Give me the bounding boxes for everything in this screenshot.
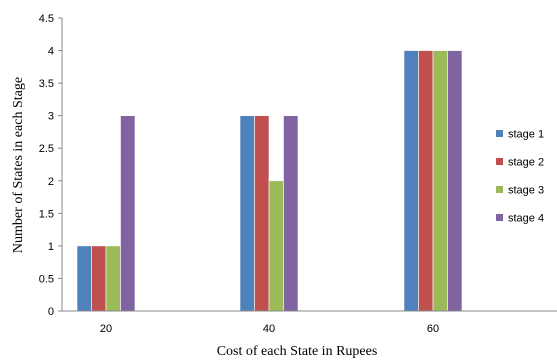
bar-stage-1-40: [239, 115, 255, 312]
legend-label: stage 2: [508, 157, 544, 169]
legend: stage 1 stage 2 stage 3 stage 4: [496, 129, 544, 225]
bar-stage-4-60: [447, 50, 463, 312]
bar-stage-4-20: [120, 115, 136, 312]
y-tick-label: 3.5: [39, 78, 54, 90]
y-tick-label: 4.5: [39, 13, 54, 25]
x-tick-label: 60: [427, 323, 439, 335]
bar-stage-2-20: [91, 245, 107, 312]
y-tick-label: 2: [48, 176, 54, 188]
y-tick-label: 4: [48, 46, 54, 58]
bar-stage-1-20: [76, 245, 92, 312]
bar-stage-1-60: [403, 50, 419, 312]
legend-swatch: [496, 130, 503, 137]
legend-swatch: [496, 186, 503, 193]
y-tick-label: 1.5: [39, 208, 54, 220]
y-tick-label: 3: [48, 111, 54, 123]
bars-layer: [76, 50, 463, 312]
axes-layer: [61, 18, 557, 312]
y-axis-title: Number of States in each Stage: [11, 77, 26, 253]
legend-label: stage 1: [508, 129, 544, 141]
bar-stage-3-40: [268, 180, 284, 312]
y-tick-label: 0: [48, 306, 54, 318]
bar-stage-3-60: [432, 50, 448, 312]
bar-stage-4-40: [283, 115, 299, 312]
x-ticks: 20 40 60: [100, 323, 439, 335]
y-tick-label: 1: [48, 241, 54, 253]
x-axis-title: Cost of each State in Rupees: [217, 344, 378, 359]
x-tick-label: 20: [100, 323, 112, 335]
legend-swatch: [496, 158, 503, 165]
bar-stage-2-60: [418, 50, 434, 312]
y-tick-label: 0.5: [39, 273, 54, 285]
legend-swatch: [496, 214, 503, 221]
bar-stage-2-40: [254, 115, 270, 312]
legend-label: stage 3: [508, 185, 544, 197]
bar-stage-3-20: [105, 245, 121, 312]
x-tick-label: 40: [263, 323, 275, 335]
y-ticks: 0 0.5 1 1.5 2 2.5 3 3.5 4 4.5: [39, 13, 62, 318]
y-tick-label: 2.5: [39, 143, 54, 155]
legend-label: stage 4: [508, 213, 544, 225]
